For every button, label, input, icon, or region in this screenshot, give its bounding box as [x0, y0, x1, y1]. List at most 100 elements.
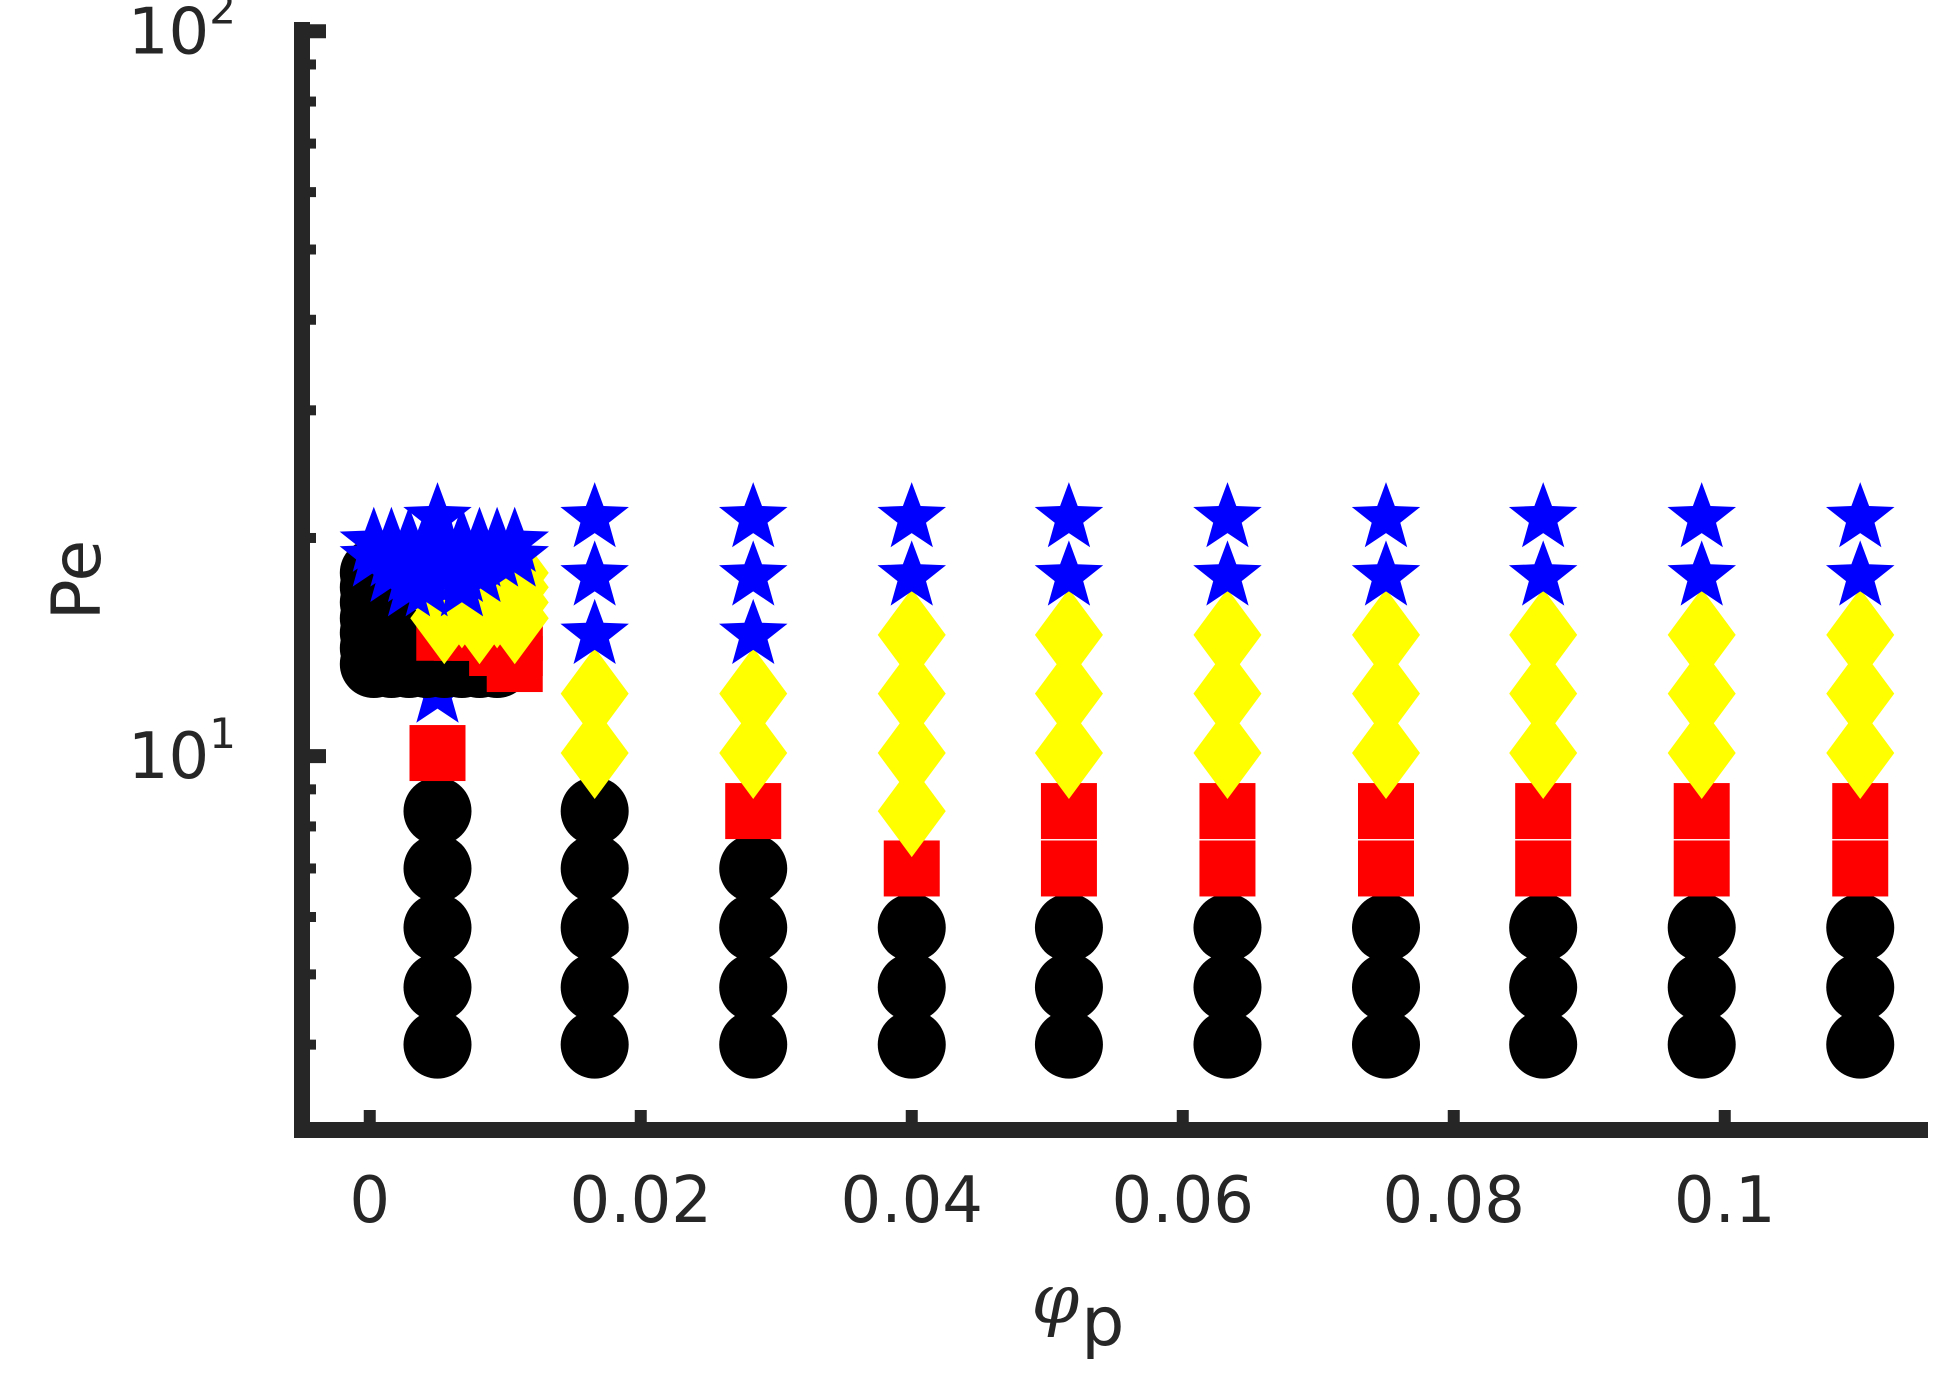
- data-point-circle-21: [560, 893, 629, 962]
- data-point-diamond-57: [1509, 707, 1578, 800]
- data-point-circle-34: [560, 777, 629, 846]
- data-point-circle-28: [1667, 893, 1736, 962]
- data-point-circle-17: [1509, 953, 1578, 1022]
- data-point-diamond-60: [560, 647, 629, 740]
- data-point-diamond-59: [1826, 707, 1895, 800]
- data-point-diamond-75: [1826, 588, 1895, 681]
- data-point-diamond-66: [1509, 647, 1578, 740]
- x-tick-label-2: 0.04: [841, 1164, 984, 1238]
- data-point-circle-20: [403, 893, 472, 962]
- data-point-square-39: [1515, 840, 1572, 897]
- data-point-star-79: [719, 598, 788, 664]
- data-point-star-97: [1508, 482, 1578, 548]
- data-point-circle-31: [560, 834, 629, 903]
- data-point-circle-11: [560, 953, 629, 1022]
- data-point-star-85: [1193, 540, 1262, 606]
- data-point-diamond-56: [1352, 707, 1420, 800]
- data-point-circle-18: [1667, 953, 1736, 1022]
- y-tick-label-0: 101: [128, 709, 236, 794]
- data-point-circle-5: [1193, 1010, 1262, 1079]
- x-axis-title-symbol: φ: [1032, 1261, 1080, 1340]
- x-tick-label-0: 0: [349, 1164, 390, 1238]
- data-point-circle-7: [1509, 1010, 1578, 1079]
- data-point-circle-6: [1352, 1010, 1420, 1079]
- data-point-circle-22: [719, 893, 788, 962]
- data-point-diamond-72: [1352, 588, 1420, 681]
- data-point-square-37: [1199, 840, 1256, 897]
- data-point-diamond-68: [1826, 647, 1895, 740]
- data-point-diamond-65: [1352, 647, 1420, 740]
- data-point-star-95: [1193, 482, 1262, 548]
- data-point-star-87: [1508, 540, 1578, 606]
- y-axis-ticks: 101 102: [128, 0, 326, 1050]
- data-point-diamond-54: [1034, 707, 1103, 800]
- axes: 0 0.02 0.04 0.06 0.08 0.1 101 102: [128, 0, 1928, 1238]
- data-point-diamond-53: [877, 707, 946, 800]
- data-point-star-180: [480, 506, 549, 572]
- x-tick-label-3: 0.06: [1112, 1164, 1255, 1238]
- data-point-star-83: [877, 540, 946, 606]
- data-point-square-38: [1358, 840, 1414, 897]
- data-markers: [339, 482, 1895, 1079]
- data-point-circle-23: [877, 893, 946, 962]
- data-point-star-90: [403, 482, 472, 548]
- y-tick-label-1: 102: [128, 0, 236, 69]
- data-point-star-92: [719, 482, 788, 548]
- data-point-star-93: [877, 482, 946, 548]
- data-point-circle-9: [1826, 1010, 1895, 1079]
- data-point-circle-25: [1193, 893, 1262, 962]
- data-point-circle-27: [1509, 893, 1578, 962]
- data-point-circle-0: [403, 1010, 472, 1079]
- data-point-diamond-67: [1667, 647, 1736, 740]
- data-point-star-84: [1034, 540, 1104, 606]
- data-point-diamond-63: [1034, 647, 1103, 740]
- data-point-circle-29: [1826, 893, 1895, 962]
- x-tick-label-5: 0.1: [1674, 1164, 1776, 1238]
- data-point-circle-8: [1667, 1010, 1736, 1079]
- data-point-circle-10: [403, 953, 472, 1022]
- data-point-diamond-61: [719, 647, 788, 740]
- data-point-star-82: [719, 540, 788, 606]
- data-point-diamond-69: [877, 588, 946, 681]
- data-point-diamond-73: [1509, 588, 1578, 681]
- data-point-circle-1: [560, 1010, 629, 1079]
- data-point-circle-15: [1193, 953, 1262, 1022]
- data-point-circle-3: [877, 1010, 946, 1079]
- data-point-circle-12: [719, 953, 788, 1022]
- data-point-star-78: [560, 598, 629, 664]
- data-point-diamond-71: [1193, 588, 1262, 681]
- data-point-diamond-62: [877, 647, 946, 740]
- data-point-circle-24: [1034, 893, 1103, 962]
- data-point-diamond-58: [1667, 707, 1736, 800]
- data-point-square-40: [1673, 840, 1730, 897]
- data-point-diamond-74: [1667, 588, 1736, 681]
- data-point-circle-32: [719, 834, 788, 903]
- data-point-circle-30: [403, 834, 472, 903]
- data-point-star-91: [560, 482, 629, 548]
- data-point-circle-19: [1826, 953, 1895, 1022]
- data-point-diamond-70: [1034, 588, 1103, 681]
- data-point-square-49: [409, 725, 466, 782]
- data-point-circle-14: [1034, 953, 1103, 1022]
- data-point-circle-13: [877, 953, 946, 1022]
- data-point-star-86: [1351, 540, 1421, 606]
- data-point-star-81: [560, 540, 629, 606]
- data-point-diamond-52: [719, 707, 788, 800]
- data-point-circle-26: [1352, 893, 1420, 962]
- data-point-square-36: [1040, 840, 1097, 897]
- x-tick-label-4: 0.08: [1383, 1164, 1526, 1238]
- data-point-diamond-55: [1193, 707, 1262, 800]
- data-point-star-89: [1826, 540, 1895, 606]
- y-axis-title: Pe: [38, 540, 117, 620]
- data-point-diamond-50: [877, 765, 946, 858]
- data-point-square-41: [1832, 840, 1889, 897]
- data-point-star-99: [1826, 482, 1895, 548]
- x-tick-label-1: 0.02: [570, 1164, 713, 1238]
- data-point-diamond-64: [1193, 647, 1262, 740]
- x-axis-title-subscript: p: [1081, 1283, 1124, 1362]
- data-point-star-96: [1351, 482, 1421, 548]
- data-point-star-94: [1034, 482, 1104, 548]
- x-axis-ticks: 0 0.02 0.04 0.06 0.08 0.1: [349, 1110, 1776, 1238]
- data-point-circle-16: [1352, 953, 1420, 1022]
